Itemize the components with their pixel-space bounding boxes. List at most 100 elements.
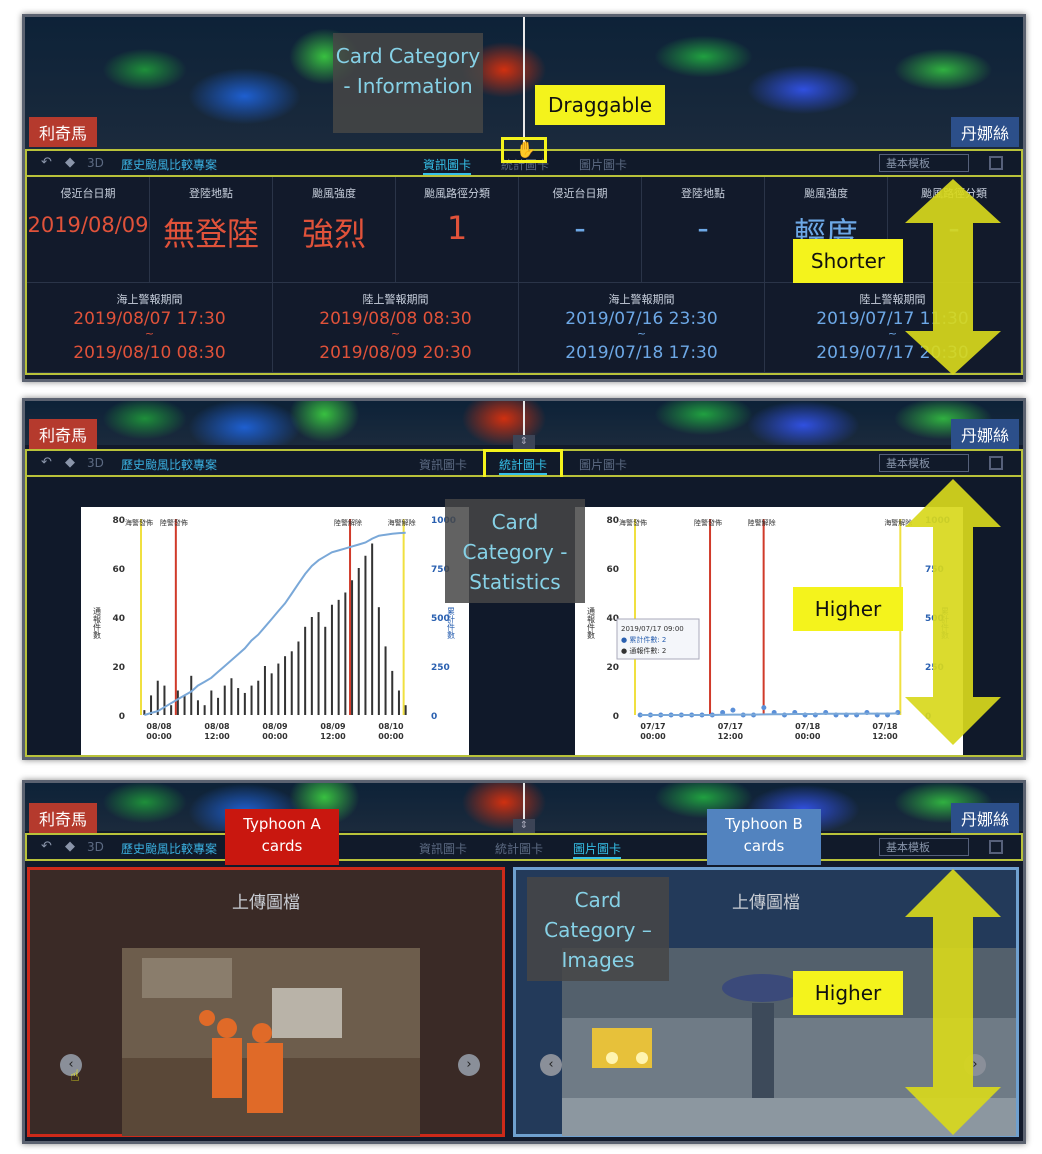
project-title: 歷史颱風比較專案 bbox=[121, 458, 218, 472]
label-sea-period: 海上警報期間 bbox=[608, 293, 675, 306]
bar bbox=[270, 673, 273, 715]
map-divider[interactable] bbox=[523, 17, 525, 149]
b-land-sep: ~ bbox=[887, 327, 898, 340]
x-tick-label: 12:00 bbox=[320, 732, 346, 741]
double-arrow-icon bbox=[905, 869, 1001, 1135]
bar bbox=[210, 690, 213, 715]
hand-icon: ✋ bbox=[516, 140, 536, 159]
back-icon[interactable]: ↶ bbox=[41, 455, 52, 470]
label-landing: 登陸地點 bbox=[681, 187, 725, 200]
a-land-to: 2019/08/09 20:30 bbox=[319, 343, 472, 363]
label-strength: 颱風強度 bbox=[804, 187, 848, 200]
typhoon-a-badge: 利奇馬 bbox=[29, 117, 98, 147]
bar bbox=[190, 675, 193, 715]
bar bbox=[391, 670, 394, 715]
double-arrow-icon bbox=[905, 479, 1001, 745]
value-a-date: 2019/08/09 bbox=[27, 213, 149, 237]
data-point bbox=[637, 712, 643, 718]
tab-info[interactable]: 資訊圖卡 bbox=[419, 842, 468, 856]
layers-icon[interactable]: ◆ bbox=[65, 839, 75, 854]
cell-a-landing: 登陸地點 無登陸 bbox=[150, 177, 273, 283]
y2-tick-label: 750 bbox=[431, 565, 450, 575]
tab-images[interactable]: 圖片圖卡 bbox=[579, 158, 628, 172]
save-icon[interactable] bbox=[989, 840, 1003, 854]
marker-label: 海警發佈 bbox=[125, 518, 153, 527]
annotation-draggable: Draggable bbox=[535, 85, 665, 125]
x-tick-label: 07/18 bbox=[872, 722, 898, 731]
rescue-photo bbox=[122, 948, 420, 1136]
x-tick-label: 08/09 bbox=[320, 722, 346, 731]
bar bbox=[183, 695, 186, 715]
label-date: 侵近台日期 bbox=[60, 187, 116, 200]
tooltip-cumulative: ● 累計件數: 2 bbox=[621, 635, 666, 644]
bar bbox=[290, 651, 293, 715]
annotation-higher-1: Higher bbox=[793, 587, 903, 631]
panel-statistics: 利奇馬 丹娜絲 ⇕ ↶ ◆ 3D 歷史颱風比較專案 資訊圖卡 統計圖卡 圖片圖卡… bbox=[22, 398, 1026, 760]
bar bbox=[217, 697, 220, 715]
prev-image-button[interactable]: ‹ bbox=[540, 1054, 562, 1076]
back-icon[interactable]: ↶ bbox=[41, 839, 52, 854]
bar bbox=[250, 685, 253, 715]
drag-handle[interactable]: ⇕ bbox=[513, 819, 535, 833]
bar bbox=[344, 592, 347, 715]
panel-images: 利奇馬 丹娜絲 ⇕ ↶ ◆ 3D 歷史颱風比較專案 資訊圖卡 統計圖卡 圖片圖卡… bbox=[22, 780, 1026, 1144]
tab-info[interactable]: 資訊圖卡 bbox=[419, 458, 468, 472]
card-b-title: 上傳圖檔 bbox=[732, 893, 800, 913]
y-tick-label: 80 bbox=[606, 516, 619, 526]
tab-stats[interactable]: 統計圖卡 bbox=[495, 842, 544, 856]
tab-images[interactable]: 圖片圖卡 bbox=[579, 458, 628, 472]
a-land-sep: ~ bbox=[390, 327, 401, 340]
cell-b-landing: 登陸地點 - bbox=[642, 177, 765, 283]
label-land-period: 陸上警報期間 bbox=[362, 293, 429, 306]
value-a-landing: 無登陸 bbox=[162, 215, 259, 253]
template-select[interactable]: 基本模板 bbox=[879, 838, 969, 856]
bar bbox=[277, 663, 280, 715]
tab-stats[interactable]: 統計圖卡 bbox=[499, 456, 548, 475]
marker-label: 陸警解除 bbox=[748, 518, 776, 527]
bar bbox=[284, 656, 287, 715]
tab-images[interactable]: 圖片圖卡 bbox=[573, 840, 622, 859]
layers-icon[interactable]: ◆ bbox=[65, 155, 75, 170]
bar bbox=[263, 666, 266, 715]
layers-icon[interactable]: ◆ bbox=[65, 455, 75, 470]
y-axis-label: 通報件數 bbox=[587, 606, 596, 640]
drag-handle-highlight[interactable]: ✋ bbox=[501, 137, 547, 163]
label-path: 颱風路徑分類 bbox=[424, 187, 490, 200]
mode-3d[interactable]: 3D bbox=[87, 456, 104, 470]
drag-handle[interactable]: ⇕ bbox=[513, 435, 535, 449]
bar bbox=[397, 690, 400, 715]
next-image-button[interactable]: › bbox=[458, 1054, 480, 1076]
b-sea-from: 2019/07/16 23:30 bbox=[565, 309, 718, 329]
x-tick-label: 07/17 bbox=[718, 722, 743, 731]
template-select[interactable]: 基本模板 bbox=[879, 454, 969, 472]
cell-a-sea-period: 海上警報期間 2019/08/07 17:30 ~ 2019/08/10 08:… bbox=[27, 283, 273, 373]
mode-3d[interactable]: 3D bbox=[87, 840, 104, 854]
back-icon[interactable]: ↶ bbox=[41, 155, 52, 170]
card-a-title: 上傳圖檔 bbox=[232, 893, 300, 913]
save-icon[interactable] bbox=[989, 156, 1003, 170]
y-tick-label: 60 bbox=[606, 565, 619, 575]
annotation-info-category: Card Category - Information bbox=[333, 33, 483, 133]
x-tick-label: 12:00 bbox=[718, 732, 744, 741]
tab-info[interactable]: 資訊圖卡 bbox=[423, 156, 472, 175]
y-tick-label: 20 bbox=[606, 663, 619, 673]
y2-tick-label: 0 bbox=[431, 712, 437, 722]
map-divider[interactable] bbox=[523, 401, 525, 445]
mode-3d[interactable]: 3D bbox=[87, 156, 104, 170]
value-a-strength: 強烈 bbox=[301, 215, 366, 253]
save-icon[interactable] bbox=[989, 456, 1003, 470]
y-tick-label: 40 bbox=[112, 614, 125, 624]
prev-image-button[interactable]: ‹ bbox=[60, 1054, 82, 1076]
template-select[interactable]: 基本模板 bbox=[879, 154, 969, 172]
typhoon-a-badge: 利奇馬 bbox=[29, 803, 98, 833]
y-tick-label: 20 bbox=[112, 663, 125, 673]
map-divider[interactable] bbox=[523, 783, 525, 831]
data-point bbox=[730, 707, 736, 713]
bar bbox=[330, 604, 333, 715]
tooltip-box bbox=[616, 618, 700, 660]
y-tick-label: 80 bbox=[112, 516, 125, 526]
cell-a-path: 颱風路徑分類 1 bbox=[396, 177, 519, 283]
y2-tick-label: 500 bbox=[431, 614, 450, 624]
radar-map bbox=[25, 17, 1023, 149]
